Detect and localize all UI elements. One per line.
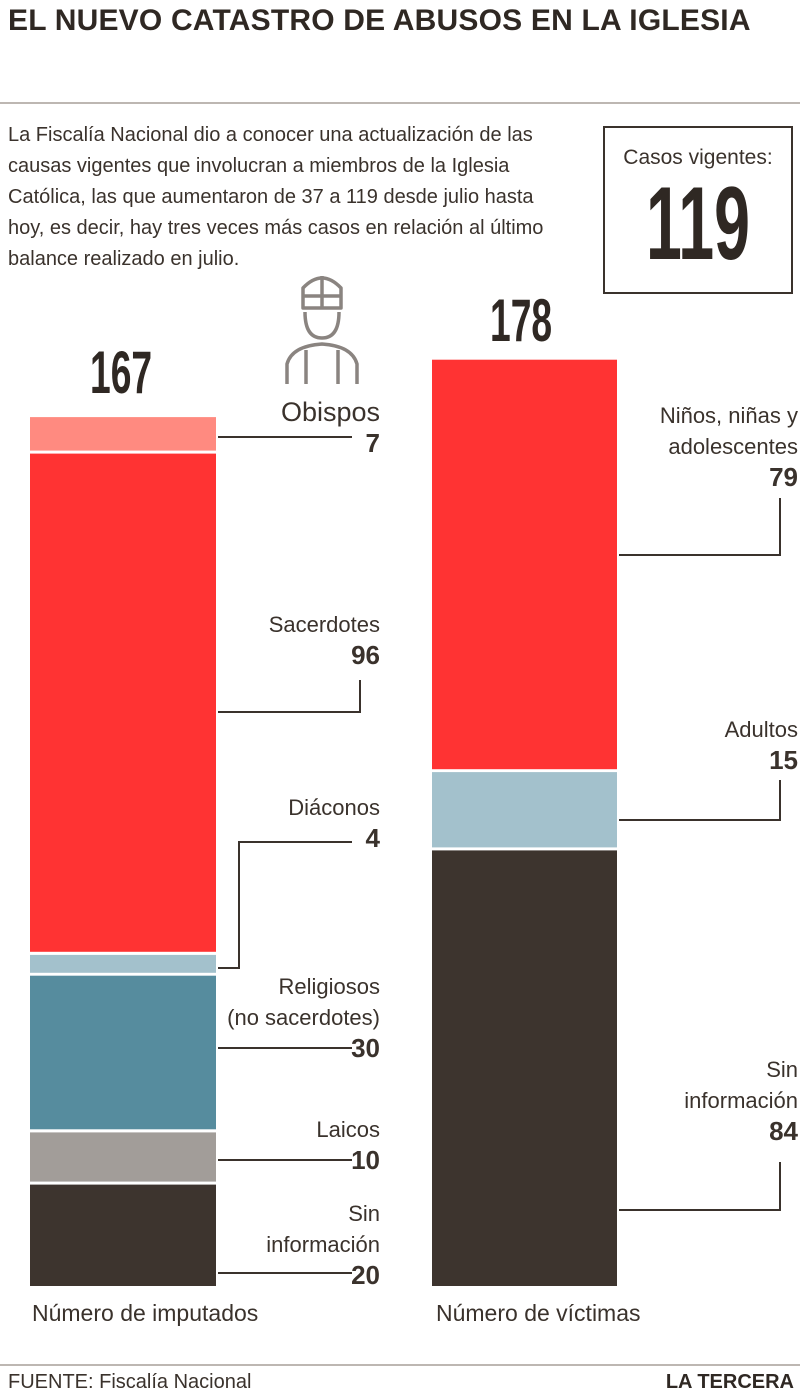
label-adultos: Adultos 15: [725, 714, 798, 776]
bar-imputados-sin-informacion: [30, 1184, 216, 1286]
bar-victimas-sin-informacion: [432, 850, 617, 1286]
label-sin-info-victimas-line1: Sin: [766, 1057, 798, 1082]
bar-imputados-laicos: [30, 1132, 216, 1182]
label-sin-info-victimas-value: 84: [769, 1116, 798, 1146]
label-ninos-line1: Niños, niñas y: [659, 403, 798, 428]
label-sin-info-imputados-value: 20: [351, 1260, 380, 1290]
bar-imputados-diaconos: [30, 954, 216, 973]
label-religiosos-name: Religiosos: [278, 974, 381, 999]
label-laicos: Laicos 10: [316, 1114, 380, 1176]
cases-box-value: 119: [645, 166, 751, 282]
label-sacerdotes-name: Sacerdotes: [268, 612, 380, 637]
leader-line-victimas-1: [619, 780, 781, 821]
leader-line-imputados-1: [218, 680, 361, 713]
cases-box-label: Casos vigentes:: [623, 146, 773, 169]
label-sin-info-imputados-line2: información: [266, 1232, 380, 1257]
source-note: FUENTE: Fiscalía Nacional: [8, 1371, 252, 1393]
label-religiosos: Religiosos (no sacerdotes) 30: [227, 971, 380, 1064]
label-laicos-name: Laicos: [316, 1117, 380, 1142]
label-ninos-line2: adolescentes: [668, 434, 798, 459]
label-sin-info-victimas: Sin información 84: [684, 1054, 798, 1147]
intro-text: La Fiscalía Nacional dio a conocer una a…: [8, 124, 544, 270]
label-adultos-name: Adultos: [724, 717, 798, 742]
total-imputados: 167: [90, 339, 153, 406]
bar-victimas-ninos-ninas-y-adolescentes: [432, 359, 617, 770]
label-sin-info-imputados-line1: Sin: [348, 1201, 380, 1226]
top-divider: [0, 102, 800, 104]
label-religiosos-value: 30: [351, 1033, 380, 1063]
bar-imputados-sacerdotes: [30, 453, 216, 952]
label-sacerdotes: Sacerdotes 96: [269, 609, 380, 671]
axis-label-imputados: Número de imputados: [32, 1300, 259, 1326]
cases-box: Casos vigentes: 119: [603, 126, 793, 294]
label-obispos-value: 7: [365, 428, 380, 458]
label-religiosos-note: (no sacerdotes): [227, 1005, 380, 1030]
label-sin-info-victimas-line2: información: [684, 1088, 798, 1113]
label-obispos-name: Obispos: [280, 397, 380, 427]
label-adultos-value: 15: [769, 745, 798, 775]
leader-line-victimas-0: [619, 498, 781, 556]
bar-imputados-obispos: [30, 417, 216, 451]
bottom-divider: [0, 1364, 800, 1366]
bar-victimas-adultos: [432, 772, 617, 848]
page-title: EL NUEVO CATASTRO DE ABUSOS EN LA IGLESI…: [8, 4, 751, 37]
label-laicos-value: 10: [351, 1145, 380, 1175]
leader-line-victimas-2: [619, 1162, 781, 1211]
axis-label-victimas: Número de víctimas: [436, 1300, 641, 1326]
label-sin-info-imputados: Sin información 20: [266, 1198, 380, 1291]
bar-imputados-religiosos-no-sacerdotes: [30, 975, 216, 1130]
total-victimas: 178: [490, 287, 553, 354]
label-sacerdotes-value: 96: [351, 640, 380, 670]
label-obispos: Obispos 7: [281, 396, 380, 459]
label-ninos-value: 79: [769, 462, 798, 492]
label-ninos: Niños, niñas y adolescentes 79: [660, 400, 798, 493]
label-diaconos-name: Diáconos: [288, 795, 380, 820]
brand-logo: LA TERCERA: [665, 1371, 794, 1393]
label-diaconos-value: 4: [365, 823, 380, 853]
label-diaconos: Diáconos 4: [288, 792, 380, 854]
leader-line-imputados-2: [218, 841, 352, 969]
